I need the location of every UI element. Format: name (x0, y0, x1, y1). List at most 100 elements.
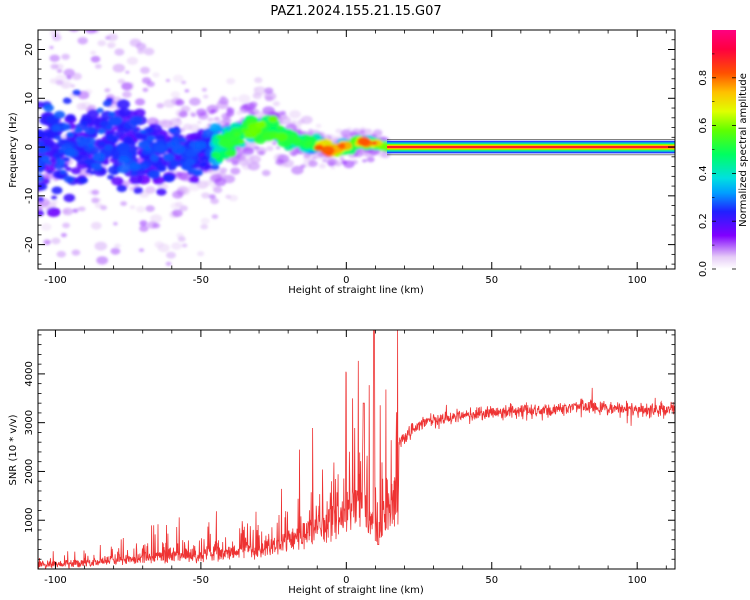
snr-frame (37, 329, 676, 570)
heatmap-cell (242, 147, 254, 156)
heatmap-cell (107, 174, 115, 180)
heatmap-cell (129, 116, 143, 125)
heatmap-cell (360, 129, 365, 133)
heatmap-cell (181, 80, 187, 85)
heatmap-cell (197, 181, 209, 189)
heatmap-cell (107, 165, 121, 175)
heatmap-cell (231, 96, 238, 102)
heatmap-cell (248, 111, 256, 116)
heatmap-cell (84, 30, 98, 34)
heatmap-cell (322, 158, 328, 163)
heatmap-cell (238, 94, 251, 104)
y-tick-label: -20 (24, 236, 35, 252)
heatmap-cell (146, 135, 156, 142)
heatmap-cell (156, 188, 167, 196)
heatmap-cell (44, 175, 50, 179)
heatmap-cell (308, 160, 318, 168)
heatmap-cell (61, 53, 70, 60)
heatmap-cell (317, 145, 324, 149)
heatmap-cell (100, 205, 107, 211)
heatmap-cell (226, 78, 236, 85)
heatmap-cell (335, 128, 343, 134)
heatmap-cell (275, 146, 281, 150)
heatmap-cell (230, 167, 241, 175)
heatmap-cell (55, 79, 64, 86)
heatmap-cell (152, 72, 160, 78)
y-tick-label: 2000 (24, 459, 35, 484)
heatmap-cell (179, 137, 187, 143)
y-tick-label: 4000 (24, 361, 35, 386)
heatmap-cell (97, 18, 103, 23)
heatmap-cell (214, 117, 220, 121)
heatmap-cell (218, 138, 231, 148)
heatmap-cell (339, 157, 345, 161)
heatmap-cell (330, 166, 336, 170)
heatmap-cell (117, 78, 126, 84)
heatmap-cell (97, 128, 107, 135)
heatmap-cell (243, 102, 256, 112)
heatmap-cell (104, 144, 113, 151)
heatmap-cell (114, 48, 125, 56)
heatmap-cell (139, 220, 148, 227)
heatmap-cell (110, 247, 121, 255)
heatmap-cell (136, 206, 146, 213)
heatmap-cell (108, 111, 116, 117)
heatmap-cell (175, 99, 185, 106)
heatmap-cell (91, 197, 100, 204)
heatmap-cell (181, 243, 188, 248)
heatmap-cell (371, 141, 378, 146)
heatmap-cell (165, 79, 170, 82)
heatmap-cell (63, 68, 75, 77)
heatmap-cell (117, 164, 131, 174)
heatmap-cell (157, 243, 170, 253)
heatmap-cell (38, 140, 45, 147)
heatmap-cell (94, 241, 108, 251)
heatmap-cell (170, 91, 181, 98)
heatmap-cell (258, 150, 265, 156)
heatmap-cell (176, 117, 181, 122)
heatmap-cell (171, 209, 183, 218)
heatmap-cell (225, 149, 237, 158)
heatmap-cell (272, 101, 280, 107)
heatmap-cell (207, 117, 214, 122)
heatmap-cell (366, 156, 375, 163)
heatmap-cell (56, 69, 63, 73)
heatmap-cell (49, 46, 54, 49)
heatmap-cell (61, 123, 72, 131)
heatmap-cell (156, 103, 164, 109)
heatmap-cell (137, 49, 145, 55)
heatmap-cell (90, 50, 97, 55)
heatmap-cell (56, 159, 66, 166)
heatmap-cell (201, 87, 207, 92)
heatmap-cell (54, 17, 64, 24)
heatmap-cell (254, 145, 260, 150)
heatmap-cell (105, 36, 111, 40)
heatmap-cell (76, 102, 87, 111)
heatmap-cell (65, 114, 76, 122)
heatmap-cell (65, 19, 70, 22)
heatmap-cell (209, 123, 223, 133)
heatmap-cell (104, 17, 114, 24)
heatmap-cell (133, 187, 144, 194)
heatmap-cell (340, 129, 353, 138)
heatmap-cell (120, 201, 127, 207)
heatmap-cell (318, 163, 326, 169)
heatmap-cell (96, 107, 104, 113)
heatmap-cell (51, 186, 63, 195)
heatmap-cell (172, 144, 186, 155)
heatmap-cell (111, 101, 116, 105)
spectrogram-ylabel: Frequency (Hz) (8, 112, 19, 188)
heatmap-cell (280, 110, 286, 116)
heatmap-cell (125, 70, 130, 74)
colorbar-tick-label: 0.6 (698, 118, 709, 134)
heatmap-cell (308, 128, 314, 133)
heatmap-cell (56, 250, 66, 258)
heatmap-cell (64, 147, 76, 156)
heatmap-cell (306, 140, 314, 146)
heatmap-cell (130, 171, 138, 177)
heatmap-cell (291, 165, 304, 175)
heatmap-cell (49, 54, 60, 62)
heatmap-cell (210, 151, 221, 159)
heatmap-cell (40, 155, 51, 162)
